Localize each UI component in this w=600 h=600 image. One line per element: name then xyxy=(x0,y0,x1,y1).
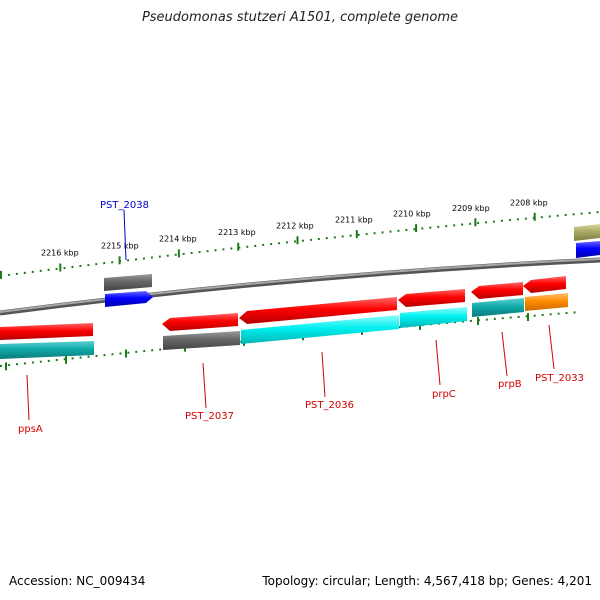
gene-pst-2036-cyan[interactable] xyxy=(241,315,399,344)
kbp-label: 2213 kbp xyxy=(218,228,256,237)
genome-backbone xyxy=(0,257,600,316)
gene-label-leaders xyxy=(26,209,555,421)
map-title: Pseudomonas stutzeri A1501, complete gen… xyxy=(141,10,459,25)
label-pst-2038[interactable]: PST_2038 xyxy=(100,200,149,211)
gene-prpc-cyan[interactable] xyxy=(400,307,467,328)
outer-scale-ring: 2216 kbp 2215 kbp 2214 kbp 2213 kbp 2212 kbp… xyxy=(0,198,600,279)
scale-kbp-labels: 2216 kbp 2215 kbp 2214 kbp 2213 kbp 2212 kbp… xyxy=(41,198,548,257)
kbp-label: 2210 kbp xyxy=(393,210,431,219)
label-pst-2036[interactable]: PST_2036 xyxy=(305,400,354,411)
gene-blue-right[interactable] xyxy=(576,241,600,258)
genome-summary-text: Topology: circular; Length: 4,567,418 bp… xyxy=(262,574,592,588)
reverse-strand-genes-inner xyxy=(0,293,568,359)
label-prpc[interactable]: prpC xyxy=(432,389,456,400)
gene-pst-2033-orange[interactable] xyxy=(525,293,568,311)
reverse-strand-genes-outer xyxy=(0,276,566,340)
gene-ppsa-red[interactable] xyxy=(0,323,93,340)
label-pst-2033[interactable]: PST_2033 xyxy=(535,373,584,384)
outer-scale-major-ticks xyxy=(0,212,536,279)
gene-pst-2033-red[interactable] xyxy=(523,276,566,293)
accession-text: Accession: NC_009434 xyxy=(9,574,146,588)
kbp-label: 2214 kbp xyxy=(159,235,197,244)
kbp-label: 2208 kbp xyxy=(510,198,548,207)
label-ppsa[interactable]: ppsA xyxy=(18,424,43,435)
kbp-label: 2209 kbp xyxy=(452,204,490,213)
gene-labels: PST_2038 ppsA PST_2037 PST_2036 prpC prp… xyxy=(18,200,584,435)
gene-ppsa-teal[interactable] xyxy=(0,341,94,359)
gene-olive-right[interactable] xyxy=(574,224,600,241)
kbp-label: 2211 kbp xyxy=(335,215,373,224)
gene-prpc-red[interactable] xyxy=(398,289,465,307)
label-pst-2037[interactable]: PST_2037 xyxy=(185,411,234,422)
gene-pst-2038-blue[interactable] xyxy=(105,291,153,307)
gene-pst-2038-gray[interactable] xyxy=(104,274,152,291)
kbp-label: 2212 kbp xyxy=(276,222,314,231)
gene-pst-2037-red[interactable] xyxy=(162,313,238,331)
label-prpb[interactable]: prpB xyxy=(498,379,522,390)
gene-prpb-red[interactable] xyxy=(471,282,523,299)
kbp-label: 2216 kbp xyxy=(41,249,79,258)
inner-scale-ring xyxy=(0,311,581,371)
gene-prpb-teal[interactable] xyxy=(472,298,524,317)
gene-pst-2036-red[interactable] xyxy=(239,297,397,324)
gene-pst-2037-gray[interactable] xyxy=(163,331,240,350)
forward-strand-genes xyxy=(104,224,600,307)
kbp-label: 2215 kbp xyxy=(101,241,139,250)
